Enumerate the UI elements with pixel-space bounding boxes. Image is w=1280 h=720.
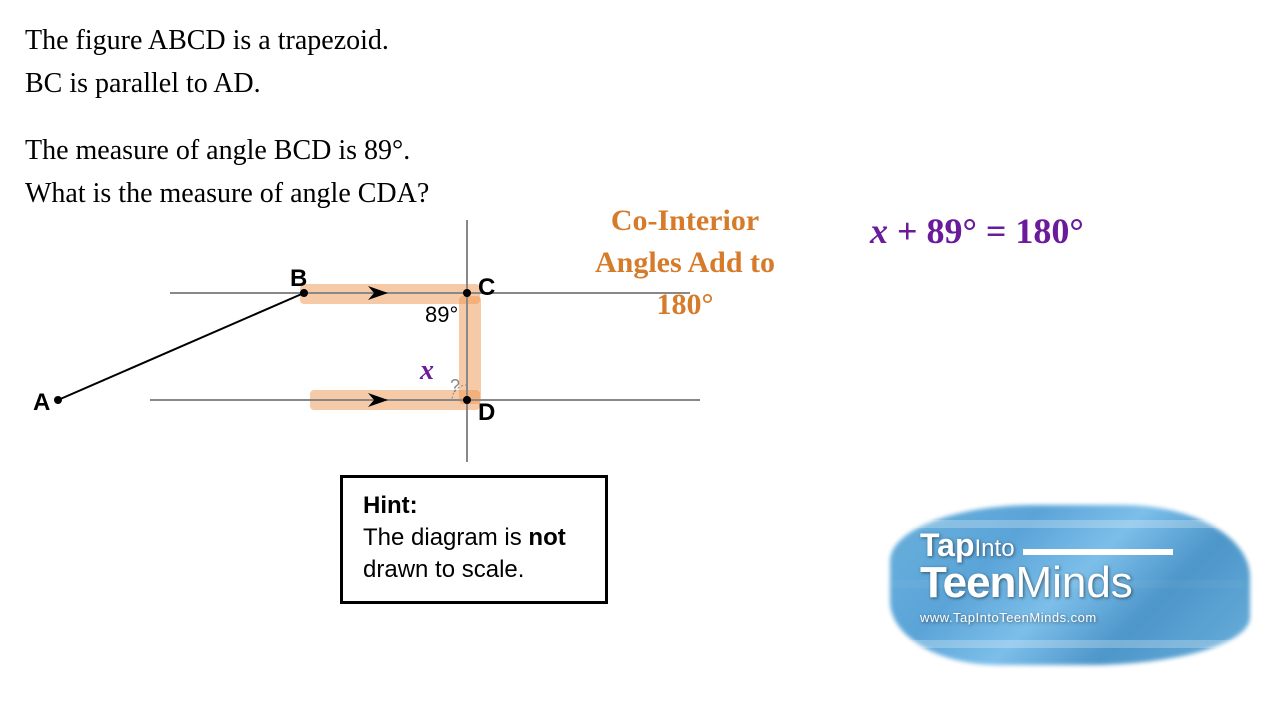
watermark-minds: Minds (1015, 558, 1132, 607)
equation-x: x (870, 211, 888, 251)
svg-text:C: C (478, 274, 495, 301)
x-variable-label: x (420, 355, 434, 387)
hint-body: The diagram is not drawn to scale. (363, 522, 585, 587)
highlight-vertical (459, 296, 481, 404)
hint-pre: The diagram is (363, 524, 528, 551)
problem-line-2: BC is parallel to AD. (25, 68, 261, 100)
hint-bold: not (528, 524, 565, 551)
hint-post: drawn to scale. (363, 556, 524, 583)
equation-annotation: x + 89° = 180° (870, 210, 1084, 252)
problem-line-1: The figure ABCD is a trapezoid. (25, 25, 389, 57)
svg-text:89°: 89° (425, 302, 458, 327)
svg-text:A: A (33, 389, 50, 416)
equation-rest: + 89° = 180° (888, 211, 1084, 251)
hint-title: Hint: (363, 492, 585, 520)
watermark-teen: Teen (920, 558, 1015, 607)
highlight-bottom (310, 390, 480, 410)
watermark-line (1023, 549, 1173, 555)
problem-line-4: What is the measure of angle CDA? (25, 178, 429, 210)
hint-box: Hint: The diagram is not drawn to scale. (340, 475, 608, 604)
svg-text:D: D (478, 399, 495, 426)
highlight-top (300, 284, 480, 304)
watermark-logo: TapInto TeenMinds www.TapIntoTeenMinds.c… (890, 505, 1250, 665)
co-interior-annotation: Co-Interior Angles Add to 180° (570, 200, 800, 326)
problem-line-3: The measure of angle BCD is 89°. (25, 135, 410, 167)
watermark-url: www.TapIntoTeenMinds.com (920, 610, 1173, 625)
